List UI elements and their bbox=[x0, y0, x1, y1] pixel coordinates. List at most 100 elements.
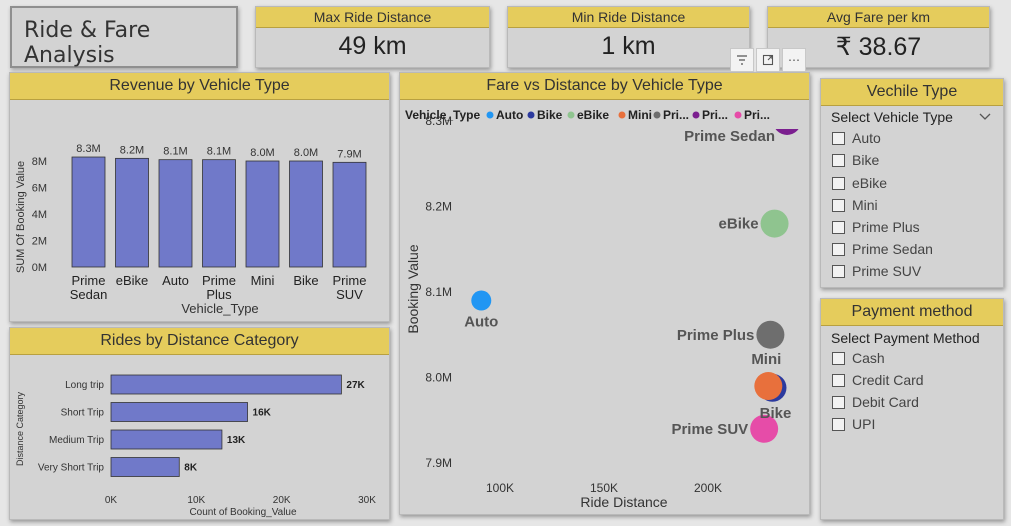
scatter-point bbox=[471, 290, 492, 311]
bar bbox=[245, 160, 280, 268]
x-tick-label: 100K bbox=[486, 481, 514, 495]
legend-label: Pri... bbox=[702, 108, 728, 122]
option-label: Prime SUV bbox=[852, 263, 922, 279]
option-label: Auto bbox=[852, 130, 881, 146]
option-label: Debit Card bbox=[852, 394, 919, 410]
bar bbox=[110, 402, 248, 422]
vehicle-option-mini[interactable]: Mini bbox=[832, 196, 878, 214]
vehicle-option-ebike[interactable]: eBike bbox=[832, 174, 887, 192]
vehicle-option-prime-sedan[interactable]: Prime Sedan bbox=[832, 240, 933, 258]
point-label: Auto bbox=[464, 314, 498, 331]
vehicle-option-bike[interactable]: Bike bbox=[832, 151, 879, 169]
option-label: Prime Sedan bbox=[852, 241, 933, 257]
rides-by-distance-chart[interactable]: Rides by Distance Category 27K Long trip 1… bbox=[9, 327, 390, 520]
kpi-label: Min Ride Distance bbox=[508, 7, 749, 28]
legend-label: Mini bbox=[628, 108, 652, 122]
y-tick-label: 8.2M bbox=[425, 200, 452, 214]
payment-method-slicer: Payment method Select Payment Method Cas… bbox=[820, 298, 1004, 520]
vehicle-option-prime-suv[interactable]: Prime SUV bbox=[832, 262, 921, 280]
point-label: Bike bbox=[760, 405, 792, 422]
x-tick-label: 20K bbox=[273, 495, 291, 506]
legend-marker bbox=[734, 111, 742, 119]
vehicle-option-prime-plus[interactable]: Prime Plus bbox=[832, 218, 920, 236]
bar bbox=[110, 429, 223, 450]
option-label: Prime Plus bbox=[852, 219, 920, 235]
checkbox[interactable] bbox=[832, 198, 845, 212]
y-tick-label: Medium Trip bbox=[49, 435, 104, 446]
more-options-icon[interactable]: ⋯ bbox=[782, 48, 806, 72]
x-axis-label: Ride Distance bbox=[580, 494, 667, 510]
scatter-point bbox=[754, 372, 783, 401]
y-tick-label: 8.0M bbox=[425, 371, 452, 385]
bar bbox=[71, 156, 106, 268]
slicer-title: Payment method bbox=[821, 299, 1003, 326]
checkbox[interactable] bbox=[832, 351, 845, 365]
legend-label: Pri... bbox=[663, 108, 689, 122]
x-tick-label: 30K bbox=[358, 495, 376, 506]
y-tick-label: 8.1M bbox=[425, 285, 452, 299]
dashboard-title-box: Ride & Fare Analysis bbox=[10, 6, 238, 68]
y-tick-label: Short Trip bbox=[61, 408, 105, 419]
x-tick-label: Mini bbox=[251, 273, 275, 288]
data-label: 8.2M bbox=[120, 144, 144, 156]
checkbox[interactable] bbox=[832, 176, 845, 190]
visual-header-icons: ⋯ bbox=[730, 48, 806, 72]
checkbox[interactable] bbox=[832, 395, 845, 409]
revenue-by-vehicle-chart[interactable]: Revenue by Vehicle Type 0M 2M 4M 6M 8M SUM Of… bbox=[9, 72, 390, 322]
checkbox[interactable] bbox=[832, 242, 845, 256]
x-tick-label: Plus bbox=[206, 287, 232, 302]
data-label: 7.9M bbox=[337, 148, 361, 160]
scatter-point bbox=[775, 129, 799, 135]
checkbox[interactable] bbox=[832, 153, 845, 167]
option-label: eBike bbox=[852, 175, 888, 191]
checkbox[interactable] bbox=[832, 373, 845, 387]
legend-marker bbox=[567, 111, 575, 119]
fare-vs-distance-chart[interactable]: Fare vs Distance by Vehicle Type Vehicle… bbox=[399, 72, 810, 515]
bar bbox=[110, 457, 180, 477]
x-tick-label: Prime bbox=[202, 273, 236, 288]
slicer-label: Select Payment Method bbox=[831, 330, 980, 346]
point-label: Mini bbox=[751, 351, 781, 368]
legend-label: Pri... bbox=[744, 108, 770, 122]
legend-marker bbox=[486, 111, 494, 119]
legend-marker bbox=[618, 111, 626, 119]
data-label: 8.3M bbox=[76, 143, 100, 155]
x-tick-label: SUV bbox=[336, 287, 363, 302]
payment-option-debit-card[interactable]: Debit Card bbox=[832, 393, 919, 411]
vehicle-option-auto[interactable]: Auto bbox=[832, 129, 881, 147]
legend-title: Vehicle_Type bbox=[405, 108, 480, 122]
chart-title: Revenue by Vehicle Type bbox=[10, 73, 389, 100]
focus-mode-icon[interactable] bbox=[756, 48, 780, 72]
bar bbox=[115, 157, 149, 268]
payment-option-credit-card[interactable]: Credit Card bbox=[832, 371, 924, 389]
kpi-label: Max Ride Distance bbox=[256, 7, 489, 28]
legend-label: Bike bbox=[537, 108, 563, 122]
vehicle-type-slicer: Vechile Type Select Vehicle Type Auto Bi… bbox=[820, 78, 1004, 288]
payment-option-upi[interactable]: UPI bbox=[832, 415, 875, 433]
x-axis-label: Vehicle_Type bbox=[181, 301, 258, 316]
scatter-point bbox=[750, 414, 779, 443]
checkbox[interactable] bbox=[832, 131, 845, 145]
chevron-down-icon[interactable] bbox=[979, 110, 991, 124]
y-tick-label: Very Short Trip bbox=[38, 463, 105, 474]
scatter-point bbox=[760, 209, 789, 238]
checkbox[interactable] bbox=[832, 417, 845, 431]
checkbox[interactable] bbox=[832, 220, 845, 234]
bar bbox=[202, 159, 236, 268]
x-tick-label: 10K bbox=[187, 495, 205, 506]
payment-option-cash[interactable]: Cash bbox=[832, 349, 885, 367]
option-label: Mini bbox=[852, 197, 878, 213]
data-label: 8.1M bbox=[163, 146, 187, 158]
y-tick-label: 7.9M bbox=[425, 456, 452, 470]
data-label: 27K bbox=[346, 380, 365, 391]
x-tick-label: Bike bbox=[293, 273, 318, 288]
option-label: Cash bbox=[852, 350, 885, 366]
data-label: 8K bbox=[184, 463, 198, 474]
scatter-chart-svg: Vehicle_Type Auto Bike eBike Mini Pri... Pri.… bbox=[405, 108, 799, 510]
kpi-value: ₹ 38.67 bbox=[835, 33, 922, 61]
checkbox[interactable] bbox=[832, 264, 845, 278]
slicer-title: Vechile Type bbox=[821, 79, 1003, 106]
filter-icon[interactable] bbox=[730, 48, 754, 72]
data-label: 8.0M bbox=[294, 147, 318, 159]
